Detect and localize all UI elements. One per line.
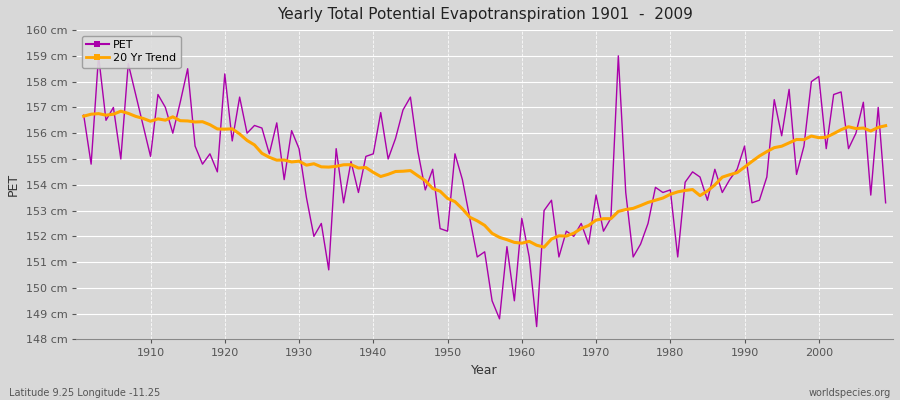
Text: worldspecies.org: worldspecies.org	[809, 388, 891, 398]
Text: Latitude 9.25 Longitude -11.25: Latitude 9.25 Longitude -11.25	[9, 388, 160, 398]
Y-axis label: PET: PET	[7, 173, 20, 196]
Title: Yearly Total Potential Evapotranspiration 1901  -  2009: Yearly Total Potential Evapotranspiratio…	[276, 7, 693, 22]
Legend: PET, 20 Yr Trend: PET, 20 Yr Trend	[82, 36, 181, 68]
X-axis label: Year: Year	[472, 364, 498, 377]
